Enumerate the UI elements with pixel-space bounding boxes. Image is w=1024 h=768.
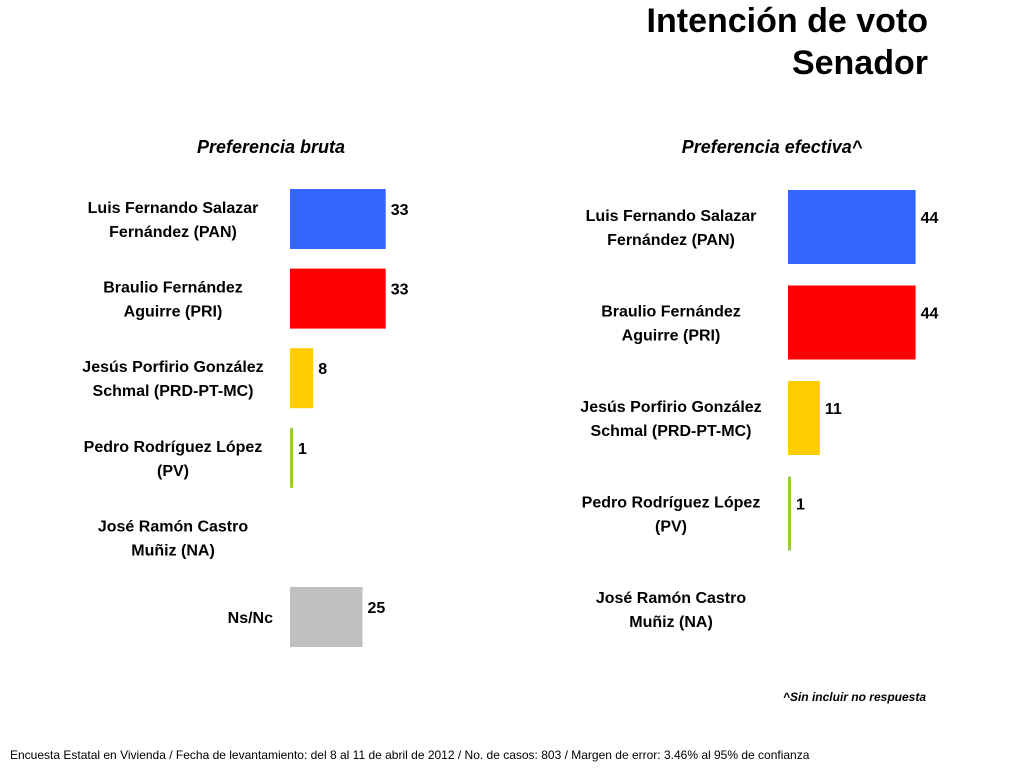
page-title: Intención de voto Senador <box>428 0 928 84</box>
chart-efectiva-value-label: 11 <box>825 401 842 418</box>
page-title-line-1: Intención de voto <box>646 2 928 40</box>
chart-bruta-value-label: 33 <box>391 282 409 299</box>
chart-bruta-bar <box>290 189 386 249</box>
chart-bruta-category-label: José Ramón Castro Muñiz (NA) <box>98 518 248 559</box>
chart-efectiva-bar <box>788 381 820 455</box>
chart-efectiva-value-label: 44 <box>921 306 939 323</box>
footnote: ^Sin incluir no respuesta <box>782 690 926 704</box>
chart-efectiva-bar <box>788 190 916 264</box>
chart-bruta-value-label: 33 <box>391 202 409 219</box>
chart-bruta-value-label: 25 <box>368 600 386 617</box>
chart-bruta-title: Preferencia bruta <box>197 137 345 157</box>
chart-efectiva-title: Preferencia efectiva^ <box>682 137 863 157</box>
chart-efectiva-value-label: 1 <box>796 497 805 514</box>
chart-efectiva-category-label: Luis Fernando Salazar Fernández (PAN) <box>586 208 757 249</box>
chart-efectiva-category-label: Pedro Rodríguez López (PV) <box>582 495 761 536</box>
chart-efectiva-category-label: Braulio Fernández Aguirre (PRI) <box>601 304 741 345</box>
chart-bruta-category-label: Luis Fernando Salazar Fernández (PAN) <box>88 200 259 241</box>
chart-bruta-bar <box>290 348 314 409</box>
chart-efectiva-value-label: 44 <box>921 210 939 227</box>
chart-bruta-value-label: 1 <box>298 441 307 458</box>
chart-bruta-category-label: Braulio Fernández Aguirre (PRI) <box>103 280 243 321</box>
chart-efectiva-bar <box>788 476 791 551</box>
chart-bruta-bar <box>290 427 293 488</box>
chart-bruta-category-label: Jesús Porfirio González Schmal (PRD-PT-MC… <box>82 359 263 400</box>
source-note: Encuesta Estatal en Vivienda / Fecha de … <box>10 748 810 762</box>
chart-efectiva-category-label: Jesús Porfirio González Schmal (PRD-PT-MC… <box>580 399 761 440</box>
chart-bruta-category-label: Ns/Nc <box>228 610 273 627</box>
page-title-line-2: Senador <box>791 44 928 82</box>
chart-efectiva-bar <box>788 285 916 360</box>
chart-bruta-category-label: Pedro Rodríguez López (PV) <box>84 439 263 480</box>
chart-efectiva-category-label: José Ramón Castro Muñiz (NA) <box>596 590 746 631</box>
chart-bruta-value-label: 8 <box>318 361 327 378</box>
charts-area: Preferencia bruta Luis Fernando Salazar Fe… <box>82 137 939 647</box>
chart-bruta-bar <box>290 268 386 329</box>
chart-bruta-bar <box>290 587 363 647</box>
